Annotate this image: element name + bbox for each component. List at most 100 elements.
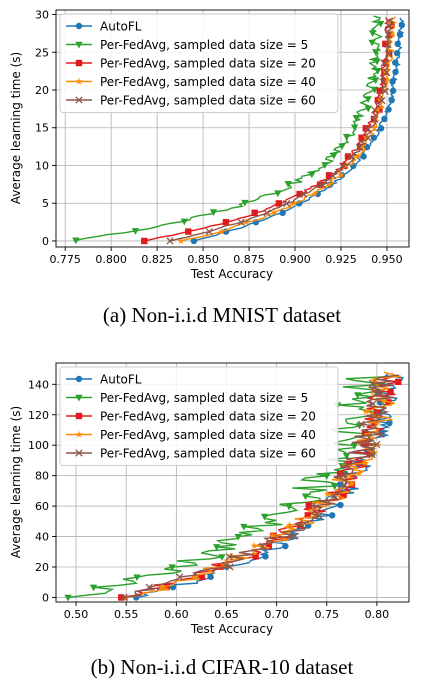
data-point-marker — [339, 162, 347, 170]
data-point-marker — [131, 228, 140, 235]
y-tick-label: 30 — [35, 9, 49, 22]
data-point-marker — [373, 105, 382, 113]
data-point-marker — [394, 40, 401, 48]
legend: AutoFL Per-FedAvg, sampled data size = 5 P… — [59, 366, 339, 466]
data-point-marker — [337, 501, 344, 509]
data-point-marker — [241, 199, 249, 207]
data-point-marker — [352, 115, 360, 122]
data-point-marker — [388, 29, 396, 37]
data-point-marker — [377, 125, 385, 132]
data-point-marker — [207, 573, 214, 581]
y-tick-label: 20 — [35, 561, 49, 574]
legend-entry: Per-FedAvg, sampled data size = 5 — [100, 391, 308, 405]
data-point-marker — [380, 59, 388, 67]
data-point-marker — [370, 124, 378, 132]
data-point-marker — [376, 87, 383, 94]
data-point-marker — [325, 180, 334, 188]
data-point-marker — [117, 594, 125, 601]
x-tick-label: 0.60 — [164, 608, 189, 621]
data-point-marker — [366, 450, 373, 457]
y-tick-label: 100 — [28, 439, 49, 452]
legend-marker — [75, 394, 83, 402]
x-tick-label: 0.65 — [214, 608, 239, 621]
chart-panel-mnist: 0.775 0.800 0.825 0.850 0.875 0.900 0.925 0.950… — [9, 9, 410, 327]
plot-frame — [55, 9, 410, 248]
legend-entry: Per-FedAvg, sampled data size = 20 — [100, 410, 316, 424]
data-point-marker — [275, 200, 283, 207]
legend-box — [59, 13, 339, 113]
data-point-marker — [362, 125, 369, 132]
data-point-marker — [389, 78, 396, 85]
data-point-marker — [364, 96, 372, 103]
data-point-marker — [190, 237, 198, 245]
data-point-marker — [311, 190, 319, 197]
legend-marker — [75, 77, 83, 85]
plot-frame — [55, 362, 410, 603]
data-point-marker — [347, 153, 355, 161]
data-point-marker — [396, 31, 404, 38]
data-point-marker — [237, 218, 245, 226]
y-axis-label: Average learning time (s) — [9, 52, 23, 204]
data-point-marker — [283, 199, 291, 208]
legend-entry: Per-FedAvg, sampled data size = 40 — [100, 75, 316, 89]
legend-marker — [75, 375, 83, 383]
series-group — [72, 15, 385, 245]
data-point-marker — [234, 533, 242, 541]
data-point-marker — [364, 134, 372, 142]
data-point-marker — [285, 503, 293, 511]
data-point-marker — [141, 237, 148, 245]
data-point-marker — [354, 392, 362, 399]
legend-marker — [75, 430, 83, 438]
data-point-marker — [342, 133, 351, 141]
data-point-marker — [392, 68, 399, 76]
data-point-marker — [368, 30, 377, 37]
x-tick-label: 0.775 — [49, 253, 81, 266]
data-point-marker — [370, 86, 379, 94]
data-point-marker — [376, 106, 383, 113]
data-point-marker — [301, 493, 310, 501]
legend-entry: Per-FedAvg, sampled data size = 5 — [100, 38, 308, 52]
data-point-marker — [318, 181, 327, 189]
data-point-marker — [373, 440, 381, 449]
data-point-marker — [358, 134, 365, 141]
data-point-marker — [321, 162, 329, 169]
data-point-marker — [305, 501, 313, 509]
y-tick-label: 120 — [28, 409, 49, 422]
y-tick-label: 5 — [42, 197, 49, 210]
data-point-marker — [364, 105, 372, 113]
legend-entry: Per-FedAvg, sampled data size = 40 — [100, 428, 316, 442]
data-point-marker — [355, 469, 363, 477]
data-point-marker — [304, 512, 311, 519]
data-point-marker — [369, 376, 377, 384]
y-tick-label: 0 — [42, 591, 49, 604]
legend-box — [59, 366, 339, 466]
legend-marker — [75, 96, 83, 104]
y-tick-label: 80 — [35, 470, 49, 483]
data-point-marker — [279, 209, 286, 217]
data-point-marker — [360, 153, 367, 160]
data-point-marker — [368, 451, 376, 459]
data-point-marker — [225, 552, 233, 561]
data-point-marker — [371, 115, 379, 124]
data-point-marker — [300, 190, 308, 198]
data-point-marker — [133, 574, 141, 582]
data-point-marker — [384, 40, 392, 49]
y-tick-label: 0 — [42, 235, 49, 248]
x-axis-label: Test Accuracy — [190, 622, 273, 636]
data-point-marker — [392, 59, 399, 66]
data-point-marker — [168, 564, 176, 572]
data-point-marker — [64, 594, 72, 602]
x-tick-label: 0.800 — [95, 253, 127, 266]
data-point-marker — [163, 583, 170, 591]
data-point-marker — [316, 181, 324, 188]
data-point-marker — [362, 407, 370, 415]
data-point-marker — [361, 429, 369, 437]
data-point-marker — [383, 68, 391, 77]
data-point-marker — [355, 143, 364, 152]
data-point-marker — [240, 523, 248, 531]
data-point-marker — [370, 134, 378, 141]
data-point-marker — [393, 50, 401, 57]
y-tick-label: 60 — [35, 500, 49, 513]
caption-a: (a) Non-i.i.d MNIST dataset — [103, 303, 341, 327]
y-tick-label: 10 — [35, 159, 49, 172]
